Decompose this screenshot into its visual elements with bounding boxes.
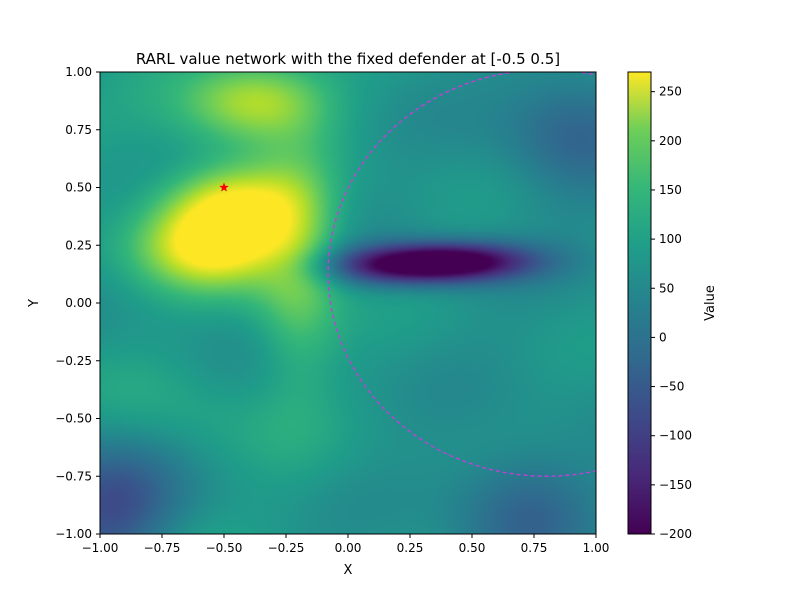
colorbar-tick-label: 100 <box>659 232 682 246</box>
x-axis-label: X <box>344 563 353 578</box>
y-tick-label: 0.25 <box>65 238 92 252</box>
y-tick-label: −0.50 <box>55 412 92 426</box>
colorbar-tick-label: 250 <box>659 85 682 99</box>
y-tick-label: 0.50 <box>65 181 92 195</box>
y-axis: −1.00 −0.75 −0.50 −0.25 0.00 0.25 0.50 0.75 1.00 <box>55 65 100 541</box>
x-tick-label: 0.50 <box>459 541 486 555</box>
y-tick-label: −1.00 <box>55 527 92 541</box>
colorbar-tick-label: 0 <box>659 330 667 344</box>
x-tick-label: −0.50 <box>206 541 243 555</box>
x-tick-label: −0.75 <box>144 541 181 555</box>
colorbar-tick-label: −200 <box>659 527 692 541</box>
defender-marker <box>219 182 229 192</box>
colorbar-tick-label: 50 <box>659 281 674 295</box>
x-tick-label: 0.25 <box>397 541 424 555</box>
y-tick-label: −0.75 <box>55 469 92 483</box>
colorbar-axis: −200 −150 −100 −50 0 50 100 150 200 250 <box>651 85 692 541</box>
colorbar-tick-label: 150 <box>659 183 682 197</box>
y-axis-label: Y <box>27 299 42 308</box>
colorbar-tick-label: −150 <box>659 478 692 492</box>
capture-circle <box>327 72 596 477</box>
heatmap-area <box>100 72 596 534</box>
chart-title: RARL value network with the fixed defend… <box>136 50 560 68</box>
x-tick-label: −0.25 <box>268 541 305 555</box>
x-tick-label: 0.00 <box>335 541 362 555</box>
y-tick-label: 0.00 <box>65 296 92 310</box>
colorbar <box>627 71 652 535</box>
y-tick-label: −0.25 <box>55 354 92 368</box>
x-tick-label: 0.75 <box>521 541 548 555</box>
colorbar-tick-label: −100 <box>659 429 692 443</box>
x-axis: −1.00 −0.75 −0.50 −0.25 0.00 0.25 0.50 0.75 1.00 <box>82 534 610 555</box>
heatmap-image <box>100 72 596 534</box>
colorbar-tick-label: 200 <box>659 134 682 148</box>
y-tick-label: 1.00 <box>65 65 92 79</box>
y-tick-label: 0.75 <box>65 123 92 137</box>
colorbar-tick-label: −50 <box>659 380 684 394</box>
x-tick-label: −1.00 <box>82 541 119 555</box>
colorbar-label: Value <box>703 285 718 321</box>
x-tick-label: 1.00 <box>583 541 610 555</box>
